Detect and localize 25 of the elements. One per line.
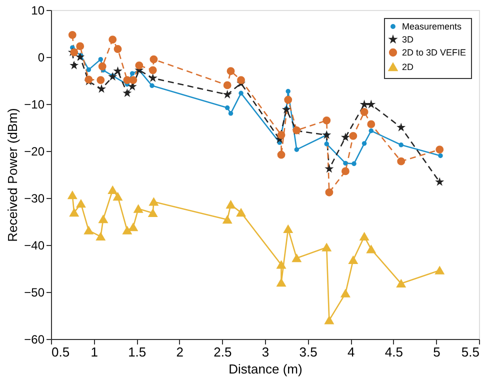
- y-tick-label: −20: [24, 144, 45, 158]
- legend-label: 3D: [402, 34, 414, 44]
- x-tick-label: 0.5: [52, 344, 70, 360]
- x-tick-label: 5: [433, 344, 440, 360]
- legend-label: 2D to 3D VEFIE: [402, 48, 466, 58]
- y-axis-title: Received Power (dBm): [5, 108, 20, 242]
- legend-label: 2D: [402, 62, 414, 72]
- legend-label: Measurements: [402, 22, 462, 32]
- x-tick-label: 4.5: [384, 344, 403, 360]
- y-tick-label: 10: [31, 4, 45, 18]
- x-tick-label: 4: [347, 344, 355, 360]
- x-axis-title: Distance (m): [228, 362, 302, 376]
- x-tick-label: 3: [262, 344, 270, 360]
- x-tick-label: 3.5: [299, 344, 318, 360]
- x-tick-label: 1.5: [128, 344, 146, 360]
- x-tick-label: 5.5: [461, 344, 480, 360]
- y-tick-label: −10: [24, 98, 45, 112]
- y-tick-label: −60: [24, 332, 45, 346]
- y-tick-label: −50: [24, 286, 45, 300]
- y-tick-label: −40: [24, 238, 45, 252]
- y-tick-label: −30: [24, 192, 45, 206]
- y-tick-label: 0: [38, 50, 45, 64]
- x-tick-label: 2: [176, 344, 184, 360]
- x-tick-label: 2.5: [214, 344, 232, 360]
- x-tick-label: 1: [90, 344, 98, 360]
